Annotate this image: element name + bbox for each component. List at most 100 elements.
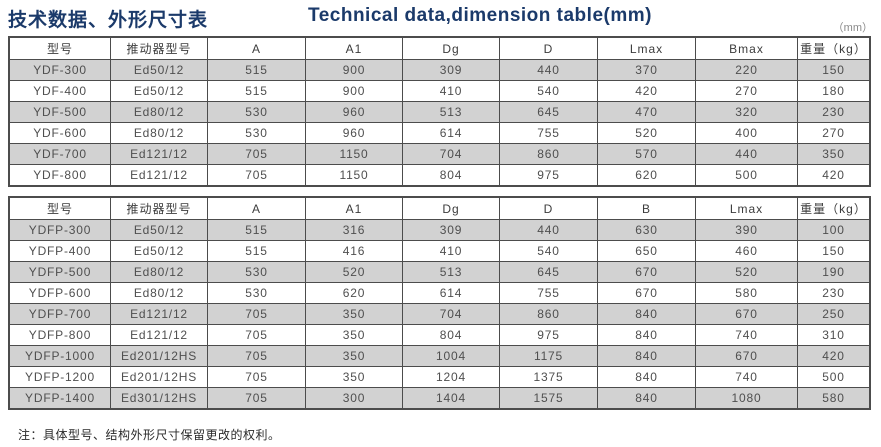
table-cell: YDFP-700 xyxy=(8,303,111,325)
table-cell: 100 xyxy=(797,219,871,241)
table-cell: Ed121/12 xyxy=(110,164,208,187)
column-header: Lmax xyxy=(695,196,798,220)
table-cell: 220 xyxy=(695,59,798,81)
page-title-chinese: 技术数据、外形尺寸表 xyxy=(8,10,209,31)
table-cell: 900 xyxy=(305,59,403,81)
table-cell: 630 xyxy=(597,219,696,241)
table-cell: 1150 xyxy=(305,164,403,187)
table-cell: 150 xyxy=(797,240,871,262)
table-cell: 420 xyxy=(797,164,871,187)
table-cell: 740 xyxy=(695,324,798,346)
table-cell: 150 xyxy=(797,59,871,81)
table-cell: 804 xyxy=(402,164,500,187)
table-row: YDF-400 Ed50/12 515 900 410 540 420 270 180 xyxy=(8,80,871,102)
table-cell: 530 xyxy=(207,122,306,144)
table-cell: 705 xyxy=(207,303,306,325)
table-cell: 645 xyxy=(499,101,598,123)
table-cell: 755 xyxy=(499,282,598,304)
table-row: YDFP-1200 Ed201/12HS 705 350 1204 1375 840 740 5… xyxy=(8,366,871,388)
table-cell: 670 xyxy=(695,345,798,367)
table-cell: Ed80/12 xyxy=(110,282,208,304)
table-cell: 520 xyxy=(305,261,403,283)
table-cell: Ed121/12 xyxy=(110,324,208,346)
column-header: 推动器型号 xyxy=(110,36,208,60)
table-cell: 420 xyxy=(597,80,696,102)
table-cell: 540 xyxy=(499,240,598,262)
column-header: Dg xyxy=(402,196,500,220)
table-cell: 270 xyxy=(695,80,798,102)
column-header: 重量（kg） xyxy=(797,196,871,220)
table-cell: 309 xyxy=(402,59,500,81)
table-cell: 860 xyxy=(499,303,598,325)
column-header: Dg xyxy=(402,36,500,60)
column-header: A1 xyxy=(305,36,403,60)
table-cell: 1080 xyxy=(695,387,798,410)
table-cell: 350 xyxy=(305,366,403,388)
table-cell: 270 xyxy=(797,122,871,144)
column-header: A xyxy=(207,36,306,60)
table-cell: 300 xyxy=(305,387,403,410)
table-cell: Ed201/12HS xyxy=(110,345,208,367)
table-cell: 900 xyxy=(305,80,403,102)
table-cell: 515 xyxy=(207,59,306,81)
column-header: Bmax xyxy=(695,36,798,60)
table-cell: 740 xyxy=(695,366,798,388)
table-header-row: 型号 推动器型号 A A1 Dg D Lmax Bmax 重量（kg） xyxy=(8,36,871,60)
table-row: YDFP-1400 Ed301/12HS 705 300 1404 1575 840 1080… xyxy=(8,387,871,410)
table-cell: 350 xyxy=(305,345,403,367)
ydfp-dimension-table: 型号 推动器型号 A A1 Dg D B Lmax 重量（kg） YDFP-300 Ed50/12 5… xyxy=(8,196,871,410)
table-cell: 704 xyxy=(402,303,500,325)
table-row: YDF-500 Ed80/12 530 960 513 645 470 320 230 xyxy=(8,101,871,123)
table-cell: 705 xyxy=(207,345,306,367)
table-cell: 975 xyxy=(499,324,598,346)
table-cell: 840 xyxy=(597,345,696,367)
table-cell: YDFP-1000 xyxy=(8,345,111,367)
column-header: D xyxy=(499,36,598,60)
page-title-english: Technical data,dimension table(mm) xyxy=(308,5,652,26)
table-cell: 645 xyxy=(499,261,598,283)
table-row: YDF-800 Ed121/12 705 1150 804 975 620 500 420 xyxy=(8,164,871,187)
table-cell: 1575 xyxy=(499,387,598,410)
table-cell: YDF-700 xyxy=(8,143,111,165)
column-header: A1 xyxy=(305,196,403,220)
table-cell: 840 xyxy=(597,324,696,346)
unit-label: （mm） xyxy=(832,22,873,34)
table-cell: Ed121/12 xyxy=(110,303,208,325)
table-cell: 670 xyxy=(597,261,696,283)
table-cell: 705 xyxy=(207,143,306,165)
table-row: YDFP-700 Ed121/12 705 350 704 860 840 670 250 xyxy=(8,303,871,325)
table-cell: 620 xyxy=(305,282,403,304)
table-cell: 1004 xyxy=(402,345,500,367)
table-cell: YDFP-1400 xyxy=(8,387,111,410)
table-cell: 705 xyxy=(207,164,306,187)
table-cell: 530 xyxy=(207,282,306,304)
column-header: B xyxy=(597,196,696,220)
table-cell: 705 xyxy=(207,387,306,410)
table-cell: 470 xyxy=(597,101,696,123)
table-cell: 804 xyxy=(402,324,500,346)
table-cell: Ed80/12 xyxy=(110,261,208,283)
table-cell: YDF-400 xyxy=(8,80,111,102)
table-cell: 316 xyxy=(305,219,403,241)
table-cell: 1375 xyxy=(499,366,598,388)
table-cell: 410 xyxy=(402,240,500,262)
table-cell: 310 xyxy=(797,324,871,346)
table-cell: 190 xyxy=(797,261,871,283)
tables-container: 型号 推动器型号 A A1 Dg D Lmax Bmax 重量（kg） YDF-300 Ed50/1… xyxy=(8,36,871,410)
table-cell: 320 xyxy=(695,101,798,123)
table-cell: YDFP-500 xyxy=(8,261,111,283)
column-header: D xyxy=(499,196,598,220)
table-cell: Ed50/12 xyxy=(110,80,208,102)
table-cell: Ed50/12 xyxy=(110,219,208,241)
table-cell: 410 xyxy=(402,80,500,102)
table-cell: 705 xyxy=(207,324,306,346)
table-cell: 390 xyxy=(695,219,798,241)
table-cell: 180 xyxy=(797,80,871,102)
table-cell: 515 xyxy=(207,80,306,102)
column-header: 型号 xyxy=(8,36,111,60)
table-cell: Ed201/12HS xyxy=(110,366,208,388)
table-cell: 440 xyxy=(499,59,598,81)
table-cell: 1204 xyxy=(402,366,500,388)
table-cell: 500 xyxy=(797,366,871,388)
table-cell: 540 xyxy=(499,80,598,102)
